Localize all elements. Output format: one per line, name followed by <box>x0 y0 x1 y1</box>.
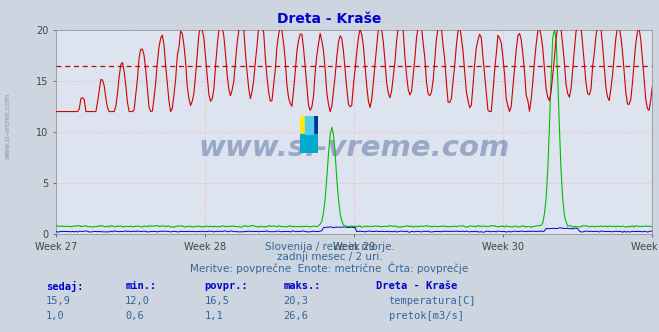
Text: Dreta - Kraše: Dreta - Kraše <box>277 12 382 26</box>
Text: 1,0: 1,0 <box>46 311 65 321</box>
Text: 12,0: 12,0 <box>125 296 150 306</box>
Text: Slovenija / reke in morje.: Slovenija / reke in morje. <box>264 242 395 252</box>
Text: Meritve: povprečne  Enote: metrične  Črta: povprečje: Meritve: povprečne Enote: metrične Črta:… <box>190 262 469 274</box>
Text: www.si-vreme.com: www.si-vreme.com <box>198 134 510 162</box>
Text: 26,6: 26,6 <box>283 311 308 321</box>
Text: 20,3: 20,3 <box>283 296 308 306</box>
Polygon shape <box>305 116 313 134</box>
Text: 1,1: 1,1 <box>204 311 223 321</box>
Text: pretok[m3/s]: pretok[m3/s] <box>389 311 464 321</box>
Text: 0,6: 0,6 <box>125 311 144 321</box>
Text: 16,5: 16,5 <box>204 296 229 306</box>
Text: min.:: min.: <box>125 281 156 290</box>
Bar <box>309 116 318 134</box>
Text: temperatura[C]: temperatura[C] <box>389 296 476 306</box>
Bar <box>300 116 309 134</box>
Text: www.si-vreme.com: www.si-vreme.com <box>5 93 11 159</box>
Text: povpr.:: povpr.: <box>204 281 248 290</box>
Text: maks.:: maks.: <box>283 281 321 290</box>
Text: sedaj:: sedaj: <box>46 281 84 291</box>
Text: Dreta - Kraše: Dreta - Kraše <box>376 281 457 290</box>
Text: 15,9: 15,9 <box>46 296 71 306</box>
Bar <box>300 134 318 153</box>
Text: zadnji mesec / 2 uri.: zadnji mesec / 2 uri. <box>277 252 382 262</box>
